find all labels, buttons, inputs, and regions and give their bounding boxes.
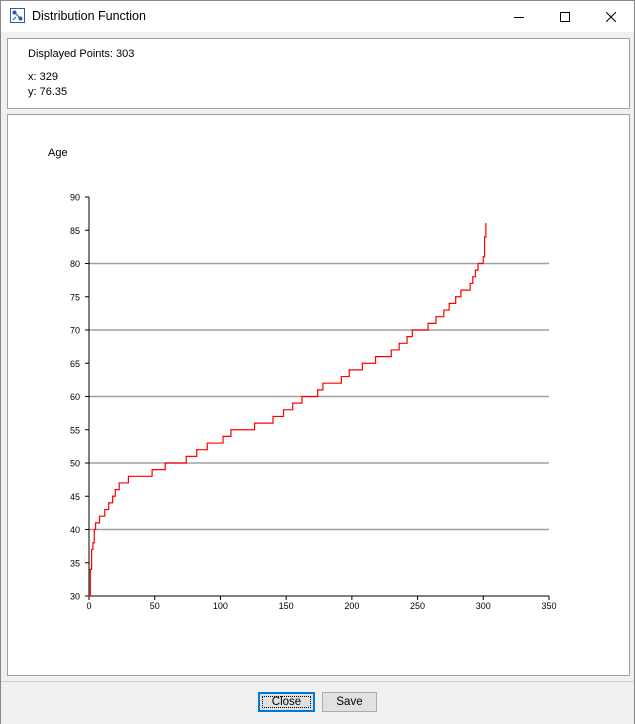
app-icon: [10, 8, 25, 23]
data-point: [91, 548, 93, 551]
x-tick-label-0: 0: [86, 601, 91, 611]
data-point: [406, 336, 408, 338]
data-point: [317, 389, 319, 391]
data-point: [427, 322, 429, 324]
y-tick-label-70: 70: [70, 326, 80, 336]
x-tick-label-100: 100: [213, 601, 228, 611]
data-point: [435, 316, 437, 318]
y-tick-label-75: 75: [70, 292, 80, 302]
data-point: [472, 276, 474, 278]
data-point: [484, 236, 486, 238]
data-point: [88, 595, 90, 597]
close-window-button[interactable]: [588, 1, 634, 32]
x-tick-label-200: 200: [344, 601, 359, 611]
data-point: [474, 269, 476, 271]
title-bar: Distribution Function: [1, 1, 634, 32]
data-point: [301, 395, 303, 398]
focus-rectangle: [262, 696, 311, 708]
data-point: [272, 415, 274, 418]
data-point: [185, 455, 187, 457]
displayed-points-label: Displayed Points: 303: [28, 48, 135, 60]
close-icon: [606, 11, 616, 22]
data-point: [151, 469, 153, 471]
data-point: [282, 409, 285, 411]
data-point: [443, 309, 445, 311]
button-bar: Close Save: [1, 681, 634, 724]
x-tick-label-150: 150: [279, 601, 294, 611]
data-point: [340, 375, 342, 378]
x-tick-label-300: 300: [476, 601, 491, 611]
y-tick-label-85: 85: [70, 226, 80, 236]
data-point: [485, 223, 487, 225]
y-axis-label: Age: [48, 147, 68, 159]
data-point: [108, 502, 110, 504]
chart-panel[interactable]: Age 30 35 40 45 50 55 60 65 70 75 80 85 90 0 50 100 150 2…: [7, 114, 630, 676]
close-button-label: Close: [271, 696, 302, 708]
y-tick-label-45: 45: [70, 492, 80, 502]
y-tick-label-55: 55: [70, 425, 80, 435]
data-point: [196, 449, 198, 451]
y-tick-label-80: 80: [70, 259, 80, 269]
data-point: [94, 522, 97, 524]
data-point: [411, 329, 413, 331]
data-point: [230, 429, 232, 431]
data-point: [390, 349, 392, 351]
data-point: [455, 296, 457, 298]
distribution-chart[interactable]: Age 30 35 40 45 50 55 60 65 70 75 80 85 90 0 50 100 150 2…: [8, 115, 629, 675]
data-point: [374, 356, 377, 358]
data-point: [118, 482, 120, 484]
data-point: [89, 568, 91, 570]
data-point: [93, 528, 95, 531]
data-point: [112, 495, 114, 497]
data-point: [348, 369, 350, 371]
y-readout: y: 76.35: [28, 86, 68, 98]
maximize-icon: [560, 11, 570, 22]
data-point: [164, 462, 166, 464]
window-title: Distribution Function: [32, 9, 146, 23]
y-tick-label-35: 35: [70, 558, 80, 568]
data-point: [398, 342, 400, 344]
data-point: [92, 542, 94, 544]
data-point: [460, 289, 462, 291]
data-point: [322, 382, 324, 384]
y-tick-label-90: 90: [70, 193, 80, 203]
data-point: [222, 435, 224, 437]
data-point: [477, 262, 479, 265]
x-readout: x: 329: [28, 71, 58, 83]
series-line-0: [89, 223, 487, 597]
x-tick-label-250: 250: [410, 601, 425, 611]
x-tick-label-350: 350: [541, 601, 556, 611]
data-point: [104, 508, 106, 511]
minimize-button[interactable]: [496, 1, 542, 32]
y-tick-label-60: 60: [70, 392, 80, 402]
y-tick-label-30: 30: [70, 592, 80, 602]
data-point: [292, 402, 294, 404]
data-point: [469, 282, 471, 285]
maximize-button[interactable]: [542, 1, 588, 32]
info-panel: Displayed Points: 303 x: 329 y: 76.35: [7, 38, 630, 109]
data-point: [98, 515, 101, 517]
data-point: [206, 442, 208, 444]
data-point: [361, 362, 363, 364]
data-point: [114, 489, 116, 491]
data-point: [127, 475, 130, 477]
y-tick-label-50: 50: [70, 459, 80, 469]
x-tick-label-50: 50: [150, 601, 160, 611]
data-point: [482, 256, 484, 258]
close-button[interactable]: Close: [258, 692, 315, 712]
save-button[interactable]: Save: [322, 692, 377, 712]
data-point: [448, 302, 450, 304]
data-point: [254, 422, 256, 424]
minimize-icon: [514, 16, 524, 18]
save-button-label: Save: [336, 696, 363, 708]
y-tick-label-65: 65: [70, 359, 80, 369]
y-tick-label-40: 40: [70, 525, 80, 535]
